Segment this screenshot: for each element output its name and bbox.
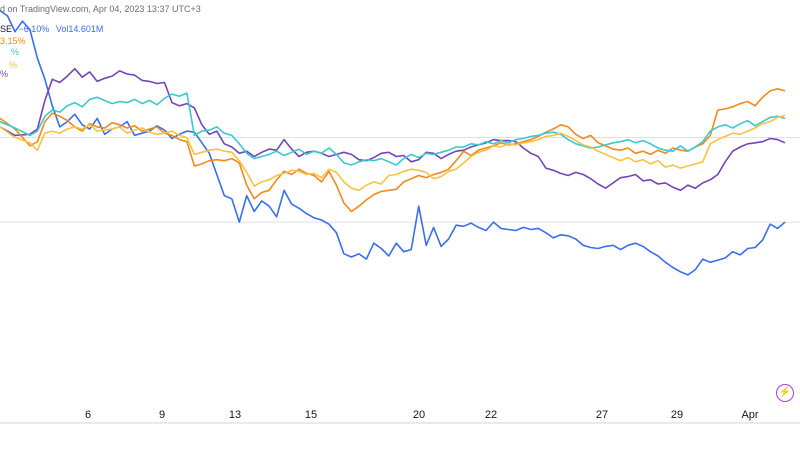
published-caption: d on TradingView.com, Apr 04, 2023 13:37… [0,4,201,14]
x-tick-label: 29 [671,409,683,421]
change-value: −6.10% [18,24,50,34]
legend-purple-value: % [0,69,9,79]
legend-orange-value: 3.15% [0,36,26,46]
legend-yellow-value: % [9,60,18,70]
lightning-icon[interactable]: ⚡ [776,384,794,402]
x-tick-label: 22 [485,409,497,421]
x-tick-label: 9 [159,409,165,421]
x-tick-label: 27 [596,409,608,421]
reference-lines [0,136,800,223]
series-line-blue[interactable] [0,9,786,276]
series-line-orange[interactable] [0,88,786,213]
x-tick-label: Apr [741,409,758,421]
series-line-purple[interactable] [0,67,786,192]
x-tick-label: 15 [305,409,317,421]
volume-value: Vol14.601M [55,24,104,34]
series-line-yellow[interactable] [0,114,786,192]
time-axis: 6 9 13 15 20 22 27 29 Apr [85,409,759,421]
symbol-fragment: SE [0,24,13,34]
legend-main-row: SE −6.10% Vol14.601M [0,24,103,34]
x-tick-label: 6 [85,409,91,421]
series-layer [0,9,786,276]
series-line-teal[interactable] [0,92,786,166]
x-tick-label: 13 [229,409,241,421]
x-tick-label: 20 [413,409,425,421]
legend-teal-value: % [11,47,20,57]
